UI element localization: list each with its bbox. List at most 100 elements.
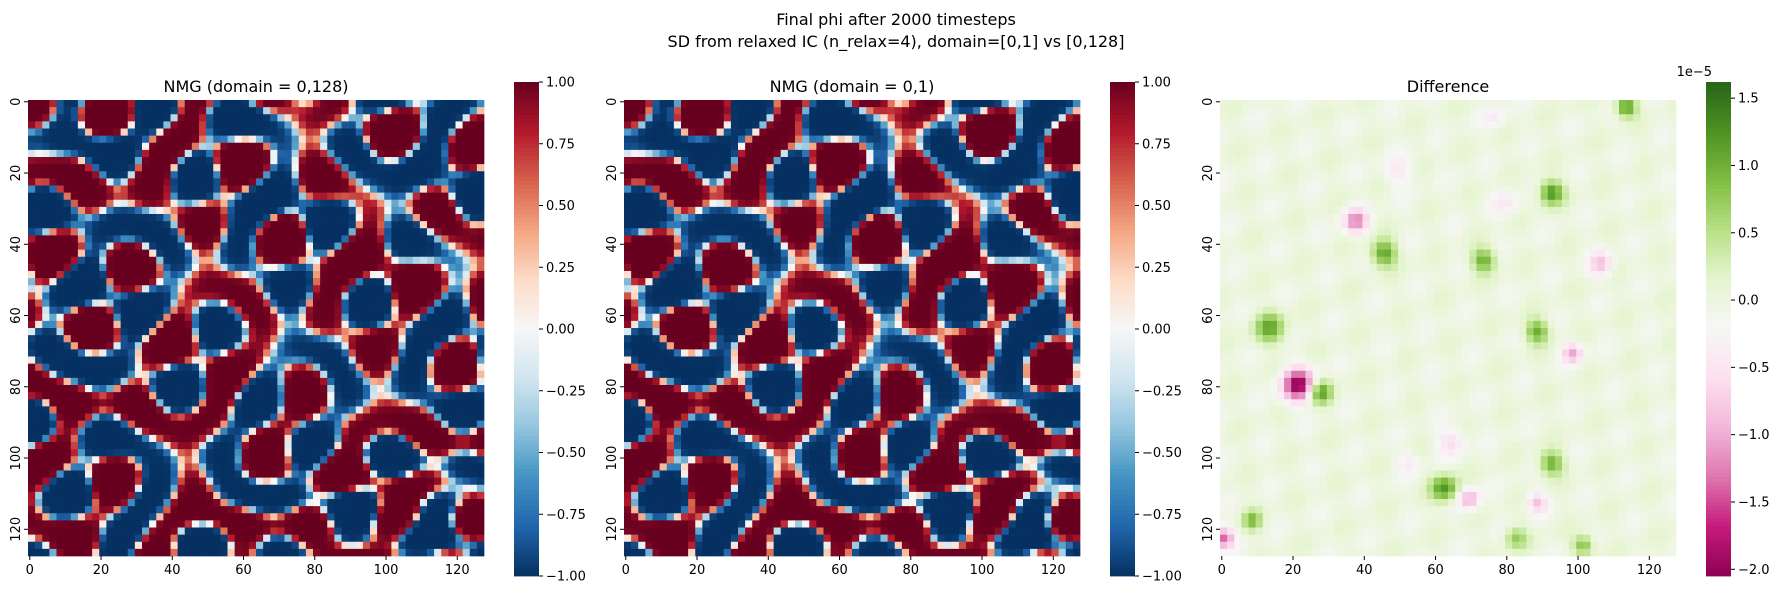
heatmap-cell — [220, 370, 228, 379]
heatmap-cell — [951, 164, 960, 172]
heatmap-cell — [994, 128, 1002, 136]
heatmap-cell — [476, 385, 485, 393]
heatmap-cell — [341, 413, 349, 421]
heatmap-cell — [412, 499, 421, 507]
heatmap-cell — [149, 420, 157, 429]
heatmap-cell — [220, 285, 228, 293]
heatmap-cell — [142, 149, 150, 158]
heatmap-cell — [263, 164, 271, 172]
heatmap-cell — [455, 449, 463, 457]
heatmap-cell — [256, 271, 264, 279]
heatmap-cell — [313, 192, 321, 201]
colorbar-segment — [514, 184, 539, 190]
heatmap-cell — [206, 413, 214, 421]
heatmap-cell — [120, 263, 129, 272]
heatmap-cell — [191, 349, 200, 357]
colorbar-tick-label: −0.75 — [546, 508, 586, 523]
heatmap-cell — [142, 442, 150, 450]
heatmap-cell — [49, 527, 57, 535]
heatmap-cell — [384, 399, 392, 407]
heatmap-cell — [284, 520, 292, 528]
heatmap-cell — [134, 434, 143, 443]
heatmap-cell — [702, 157, 710, 165]
heatmap-cell — [134, 342, 143, 350]
heatmap-cell — [412, 541, 421, 550]
heatmap-cell — [852, 114, 860, 122]
heatmap-cell — [384, 121, 392, 129]
heatmap-cell — [149, 427, 157, 436]
heatmap-cell — [398, 520, 406, 528]
heatmap-cell — [419, 121, 428, 129]
heatmap-cell — [427, 477, 435, 486]
heatmap-cell — [127, 320, 136, 329]
heatmap-cell — [248, 399, 257, 407]
heatmap-cell — [370, 427, 378, 436]
heatmap-cell — [405, 142, 414, 151]
heatmap-cell — [184, 477, 193, 486]
heatmap-cell — [85, 100, 93, 108]
heatmap-cell — [951, 107, 960, 115]
heatmap-cell — [156, 534, 164, 543]
heatmap-cell — [723, 121, 732, 129]
heatmap-cell — [92, 434, 100, 443]
heatmap-cell — [263, 221, 271, 229]
heatmap-cell — [652, 128, 660, 136]
heatmap-cell — [795, 157, 803, 165]
heatmap-cell — [291, 142, 300, 151]
heatmap-cell — [937, 149, 945, 158]
heatmap-cell — [35, 320, 43, 329]
heatmap-cell — [348, 406, 357, 414]
heatmap-cell — [448, 377, 456, 386]
heatmap-cell — [398, 164, 406, 172]
heatmap-cell — [277, 434, 285, 443]
heatmap-cell — [298, 121, 307, 129]
heatmap-cell — [645, 178, 653, 186]
heatmap-cell — [362, 171, 371, 179]
heatmap-cell — [441, 363, 449, 372]
heatmap-cell — [106, 541, 114, 550]
heatmap-cell — [298, 313, 307, 322]
heatmap-cell — [370, 242, 378, 250]
heatmap-cell — [248, 413, 257, 421]
heatmap-cell — [163, 328, 171, 336]
colorbar-segment — [514, 221, 539, 227]
heatmap-cell — [291, 413, 300, 421]
heatmap-cell — [248, 456, 257, 464]
heatmap-cell — [49, 385, 57, 393]
heatmap-cell — [77, 335, 86, 343]
heatmap-cell — [659, 107, 668, 115]
heatmap-cell — [256, 278, 264, 286]
heatmap-cell — [277, 320, 285, 329]
heatmap-cell — [56, 413, 64, 421]
heatmap-cell — [63, 328, 72, 336]
heatmap-cell — [277, 442, 285, 450]
heatmap-cell — [1044, 171, 1052, 179]
heatmap-cell — [134, 420, 143, 429]
heatmap-cell — [227, 142, 235, 151]
colorbar-segment — [514, 547, 539, 552]
heatmap-cell — [305, 506, 314, 514]
heatmap-cell — [887, 157, 896, 165]
heatmap-cell — [284, 349, 292, 357]
heatmap-cell — [277, 214, 285, 222]
heatmap-cell — [709, 121, 717, 129]
heatmap-cell — [56, 100, 64, 108]
heatmap-cell — [469, 135, 478, 144]
heatmap-cell — [63, 206, 72, 215]
heatmap-cell — [305, 363, 314, 372]
heatmap-cell — [320, 142, 328, 151]
heatmap-cell — [177, 370, 186, 379]
heatmap-cell — [270, 399, 278, 407]
heatmap-cell — [327, 114, 335, 122]
heatmap-cell — [77, 278, 86, 286]
heatmap-cell — [227, 513, 235, 521]
heatmap-cell — [227, 385, 235, 393]
heatmap-cell — [106, 256, 114, 265]
heatmap-cell — [42, 249, 50, 258]
heatmap-cell — [170, 420, 178, 429]
heatmap-cell — [362, 285, 371, 293]
heatmap-cell — [320, 114, 328, 122]
heatmap-cell — [384, 192, 392, 201]
heatmap-cell — [248, 313, 257, 322]
heatmap-cell — [263, 214, 271, 222]
